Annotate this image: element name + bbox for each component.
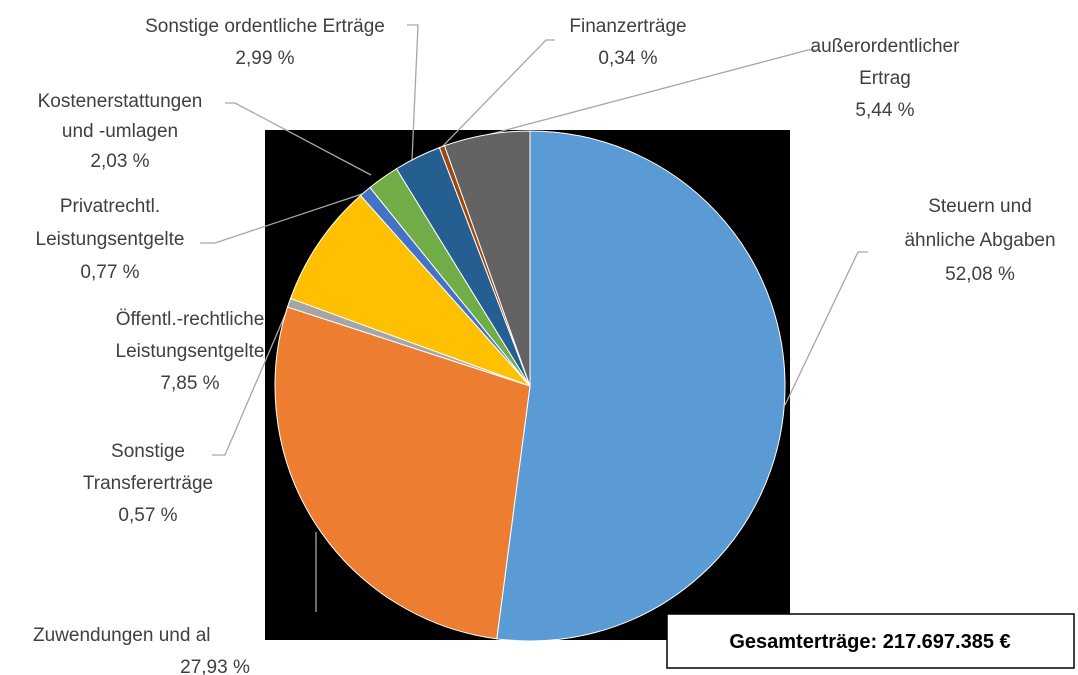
slice-label: Kostenerstattungen — [38, 91, 203, 112]
leader-line — [212, 307, 289, 456]
pie-slice — [443, 130, 531, 387]
pie-slice — [289, 194, 531, 387]
slice-label: Ertrag — [859, 68, 911, 89]
leader-line — [200, 192, 366, 244]
leader-line — [440, 39, 555, 149]
value-label: 2,99 % — [235, 48, 294, 69]
leader-line — [407, 24, 419, 161]
leader-line — [225, 102, 372, 176]
slice-label: und -umlagen — [62, 121, 178, 142]
value-label: 0,57 % — [118, 505, 177, 526]
value-label: 27,93 % — [180, 657, 250, 675]
pie-slice — [496, 130, 786, 642]
leader-line — [784, 251, 868, 406]
slice-label: Transfererträge — [83, 473, 213, 494]
leader-line — [486, 49, 818, 136]
slice-label: Leistungsentgelte — [116, 341, 265, 362]
total-annotation: Gesamterträge: 217.697.385 € — [729, 631, 1010, 653]
slice-label: Leistungsentgelte — [36, 229, 185, 250]
pie — [274, 130, 786, 642]
slice-label: Sonstige ordentliche Erträge — [145, 16, 385, 37]
labels: Steuern und ähnliche Abgaben 52,08 % Zuwend… — [33, 16, 1056, 675]
slice-label: Steuern und — [928, 196, 1032, 217]
slice-label: ähnliche Abgaben — [904, 230, 1055, 251]
slice-label: Zuwendungen und al — [33, 625, 210, 646]
value-label: 7,85 % — [160, 373, 219, 394]
slice-label: Finanzerträge — [569, 16, 686, 37]
value-label: 0,77 % — [80, 262, 139, 283]
slice-label: außerordentlicher — [811, 36, 961, 57]
slice-label: Öffentl.-rechtliche — [116, 309, 265, 330]
slice-label: Privatrechtl. — [60, 196, 160, 217]
total-box — [666, 613, 1075, 669]
pie-slice — [274, 306, 531, 640]
value-label: 0,34 % — [598, 48, 657, 69]
value-label: 52,08 % — [945, 264, 1015, 285]
value-label: 2,03 % — [90, 151, 149, 172]
leader-lines — [200, 24, 868, 612]
slice-label: Sonstige — [111, 441, 185, 462]
value-label: 5,44 % — [855, 100, 914, 121]
